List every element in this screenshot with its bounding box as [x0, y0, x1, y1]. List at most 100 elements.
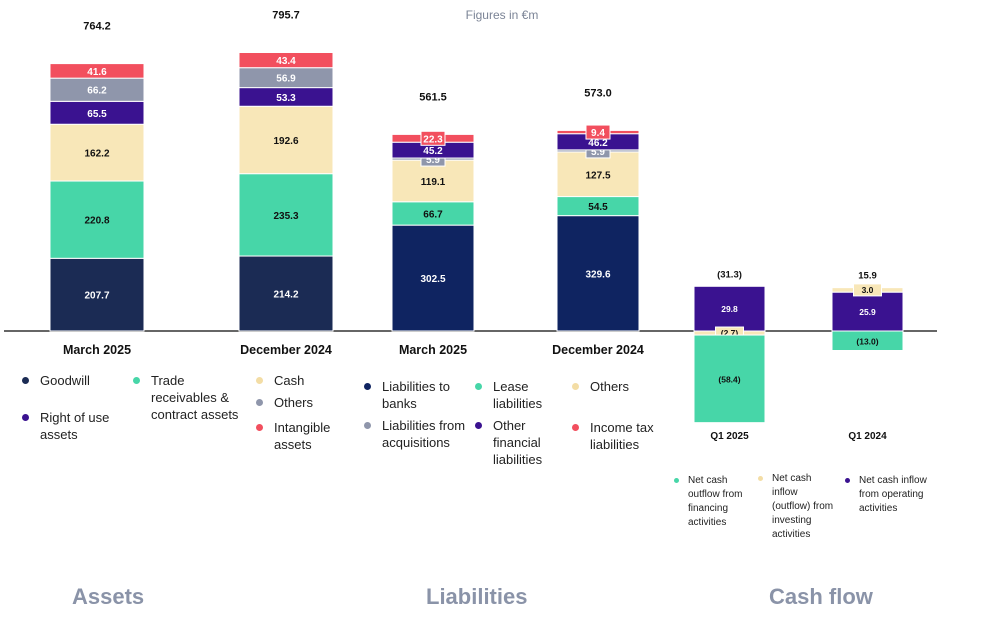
legend-swatch — [572, 383, 579, 390]
category-label: December 2024 — [240, 343, 332, 357]
legend-intangible: Intangible assets — [256, 419, 356, 453]
data-label-box — [420, 130, 446, 146]
legend-swatch — [133, 377, 140, 384]
legend-cash: Cash — [256, 372, 356, 389]
legend-label: Others — [274, 395, 314, 410]
legend-label: Lease liabilities — [493, 379, 543, 411]
data-label: 127.5 — [585, 170, 610, 181]
data-label: 119.1 — [421, 177, 446, 188]
data-label: 214.2 — [273, 290, 298, 301]
legend-label: Net cash inflow (outflow) from investing… — [772, 473, 834, 540]
legend-swatch — [364, 422, 371, 429]
data-label: (58.4) — [718, 374, 740, 384]
data-label: 29.8 — [721, 304, 738, 314]
total-label: 764.2 — [83, 21, 111, 33]
data-label: 329.6 — [585, 269, 610, 280]
data-label-box — [585, 124, 611, 140]
legend-label: Liabilities from acquisitions — [382, 418, 466, 450]
data-label: (13.0) — [856, 336, 878, 346]
data-label: 192.6 — [273, 136, 298, 147]
data-label: 207.7 — [84, 291, 109, 302]
bar-assets-intangible-0 — [49, 63, 145, 79]
data-label: 41.6 — [87, 67, 107, 78]
legend-swatch — [256, 424, 263, 431]
bar-assets-trade-1 — [238, 173, 334, 257]
legend-others-assets: Others — [256, 394, 356, 411]
legend-label: Intangible assets — [274, 420, 331, 452]
bar-liabilities-banks-1 — [556, 215, 640, 332]
bar-assets-cash-1 — [238, 105, 334, 175]
bar-cashflow-financing-1 — [831, 330, 904, 351]
bar-cashflow-financing-0 — [693, 334, 766, 424]
section-title-assets: Assets — [72, 584, 145, 609]
total-label: 15.9 — [858, 271, 877, 282]
legend-banks: Liabilities to banks — [364, 378, 469, 412]
legend-other-financial: Other financial liabilities — [475, 417, 565, 468]
legend-others-liabilities: Others — [572, 378, 672, 395]
category-label: December 2024 — [552, 343, 644, 357]
data-label: 220.8 — [84, 216, 109, 227]
legend-label: Net cash inflow from operating activitie… — [859, 475, 927, 514]
section-title-liabilities: Liabilities — [426, 584, 528, 609]
data-label: 56.9 — [276, 74, 296, 85]
bar-assets-trade-0 — [49, 180, 145, 259]
legend-label: Liabilities to banks — [382, 379, 450, 411]
legend-trade-receivables: Trade receivables & contract assets — [133, 372, 243, 423]
category-label: March 2025 — [399, 343, 467, 357]
data-label: 54.5 — [588, 202, 608, 213]
legend-swatch — [256, 399, 263, 406]
legend-label: Trade receivables & contract assets — [151, 373, 239, 422]
bar-assets-intangible-1 — [238, 52, 334, 69]
data-label: 43.4 — [276, 56, 296, 67]
legend-swatch — [475, 383, 482, 390]
category-label: Q1 2024 — [848, 431, 887, 442]
total-label: 795.7 — [272, 10, 300, 22]
data-label: 302.5 — [420, 274, 445, 285]
legend-label: Income tax liabilities — [590, 420, 654, 452]
category-label: Q1 2025 — [710, 431, 749, 442]
category-label: March 2025 — [63, 343, 131, 357]
legend-income-tax: Income tax liabilities — [572, 419, 672, 453]
legend-swatch — [364, 383, 371, 390]
legend-swatch — [572, 424, 579, 431]
legend-label: Other financial liabilities — [493, 418, 543, 467]
legend-investing: Net cash inflow (outflow) from investing… — [758, 472, 836, 542]
data-label: 5.9 — [591, 147, 605, 158]
section-title-cash-flow: Cash flow — [769, 584, 873, 609]
legend-swatch — [758, 476, 763, 481]
data-label: (2.7) — [721, 328, 739, 338]
legend-goodwill: Goodwill — [22, 372, 132, 389]
data-label: 5.9 — [426, 155, 440, 166]
legend-financing: Net cash outflow from financing activiti… — [674, 474, 758, 530]
data-label: 3.0 — [862, 285, 874, 295]
legend-label: Net cash outflow from financing activiti… — [688, 475, 743, 528]
bar-liabilities-others_liab-1 — [556, 151, 640, 198]
units-note: Figures in €m — [465, 8, 539, 22]
total-label: 573.0 — [584, 87, 612, 99]
data-label: 65.5 — [87, 109, 107, 120]
bar-liabilities-others_liab-0 — [391, 159, 475, 203]
data-label: 46.2 — [588, 138, 608, 149]
bar-assets-goodwill-0 — [49, 257, 145, 332]
legend-label: Cash — [274, 373, 305, 388]
bar-cashflow-operating-1 — [831, 291, 904, 332]
bar-assets-cash-0 — [49, 123, 145, 182]
data-label: 22.3 — [423, 134, 443, 145]
legend-swatch — [475, 422, 482, 429]
total-label: 561.5 — [419, 91, 447, 103]
legend-swatch — [256, 377, 263, 384]
bar-cashflow-operating-0 — [693, 285, 766, 332]
legend-swatch — [22, 377, 29, 384]
data-label: 9.4 — [591, 128, 605, 139]
data-label-box — [853, 283, 882, 297]
data-label: 53.3 — [276, 93, 296, 104]
bar-assets-goodwill-1 — [238, 255, 334, 332]
legend-label: Right of use assets — [40, 410, 110, 442]
legend-label: Others — [590, 379, 630, 394]
data-label: 45.2 — [423, 146, 443, 157]
legend-swatch — [22, 414, 29, 421]
legend-label: Goodwill — [40, 373, 90, 388]
legend-lease: Lease liabilities — [475, 378, 565, 412]
data-label: 66.2 — [87, 86, 107, 97]
